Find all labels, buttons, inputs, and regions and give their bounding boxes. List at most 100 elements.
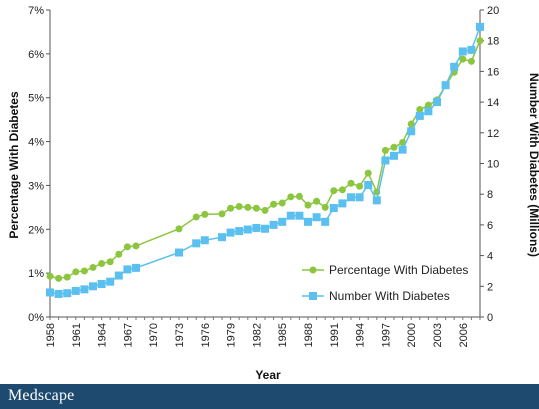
data-point-number xyxy=(54,289,63,298)
data-point-number xyxy=(295,211,304,220)
data-point-number xyxy=(347,193,355,202)
data-point-percentage xyxy=(407,120,415,128)
data-point-percentage xyxy=(278,199,286,207)
y-left-tick-label: 0% xyxy=(28,312,44,324)
legend-item-number: Number With Diabetes xyxy=(302,289,450,303)
data-point-number xyxy=(458,47,467,56)
data-point-number xyxy=(278,217,287,226)
data-point-number xyxy=(71,286,80,295)
y-right-tick-label: 20 xyxy=(487,5,499,17)
y-right-tick-label: 18 xyxy=(487,36,499,48)
data-point-number xyxy=(467,45,476,54)
legend: Percentage With Diabetes Number With Dia… xyxy=(302,263,468,303)
data-point-number xyxy=(269,220,278,229)
y-left-tick-label: 5% xyxy=(28,93,44,105)
data-point-percentage xyxy=(55,274,63,282)
data-point-number xyxy=(364,180,373,189)
data-point-number xyxy=(304,217,312,226)
x-tick-label: 1958 xyxy=(45,323,57,347)
y-right-tick-label: 6 xyxy=(487,220,493,232)
y-right-tick-label: 2 xyxy=(487,281,493,293)
data-point-number xyxy=(312,213,321,222)
footer-bar: Medscape xyxy=(0,384,539,409)
y-left-tick-label: 1% xyxy=(28,268,44,280)
data-point-percentage xyxy=(321,203,329,211)
data-point-number xyxy=(441,81,450,90)
data-point-percentage xyxy=(63,273,71,281)
data-point-percentage xyxy=(459,55,467,63)
data-point-number xyxy=(329,204,338,213)
data-point-number xyxy=(80,285,89,294)
data-point-percentage xyxy=(476,37,484,45)
y-left-tick-label: 4% xyxy=(28,137,44,149)
y-right-tick-label: 14 xyxy=(487,97,499,109)
y-right-tick-label: 0 xyxy=(487,312,493,324)
legend-marker-circle xyxy=(309,266,317,274)
data-point-percentage xyxy=(416,106,424,114)
y-left-tick-label: 7% xyxy=(28,5,44,17)
data-point-percentage xyxy=(347,179,355,187)
data-point-percentage xyxy=(46,272,54,280)
data-point-number xyxy=(63,289,72,298)
y-right-tick-label: 8 xyxy=(487,189,493,201)
y-left-tick-label: 6% xyxy=(28,49,44,61)
data-point-percentage xyxy=(98,259,106,267)
series-line-percentage xyxy=(49,40,481,280)
data-point-number xyxy=(235,227,244,236)
data-point-number xyxy=(415,111,424,120)
data-point-percentage xyxy=(295,192,303,200)
x-tick-label: 1973 xyxy=(174,323,186,347)
data-point-percentage xyxy=(424,101,432,109)
data-point-percentage xyxy=(227,204,235,212)
data-point-number xyxy=(476,22,484,31)
data-point-percentage xyxy=(89,263,97,271)
data-point-number xyxy=(175,248,183,257)
legend-label-percentage: Percentage With Diabetes xyxy=(329,263,468,277)
data-point-percentage xyxy=(123,243,131,251)
x-tick-label: 1988 xyxy=(303,323,315,347)
data-point-number xyxy=(390,151,398,160)
data-point-percentage xyxy=(304,201,312,209)
data-point-number xyxy=(355,193,364,202)
data-point-number xyxy=(372,196,381,205)
data-point-percentage xyxy=(364,169,372,177)
data-point-percentage xyxy=(330,187,338,195)
y-right-tick-label: 4 xyxy=(487,251,493,263)
x-tick-label: 1967 xyxy=(122,323,134,347)
x-axis-title: Year xyxy=(255,368,281,382)
x-tick-label: 2000 xyxy=(406,323,418,347)
x-tick-label: 1964 xyxy=(97,323,109,347)
data-point-percentage xyxy=(244,203,252,211)
chart: 0% 1% 2% 3% 4% 5% 6% 7% 0 2 4 6 8 10 12 14 16 18 20 1958 196… xyxy=(7,5,539,382)
data-point-number xyxy=(97,279,106,288)
data-point-percentage xyxy=(132,242,140,250)
data-point-number xyxy=(89,282,97,291)
data-point-percentage xyxy=(192,213,200,221)
legend-marker-square xyxy=(309,292,317,300)
data-point-percentage xyxy=(115,250,123,258)
x-tick-label: 1991 xyxy=(329,323,341,347)
data-point-number xyxy=(123,265,132,274)
x-tick-label: 1970 xyxy=(148,323,160,347)
medscape-logo: Medscape xyxy=(8,387,75,404)
data-point-number xyxy=(46,288,54,297)
data-point-percentage xyxy=(270,200,278,208)
data-point-number xyxy=(114,271,123,280)
x-tick-label: 1979 xyxy=(226,323,238,347)
data-point-percentage xyxy=(287,193,295,201)
data-point-percentage xyxy=(390,143,398,151)
y-right-tick-label: 12 xyxy=(487,128,499,140)
x-tick-label: 1961 xyxy=(71,323,83,347)
data-point-number xyxy=(226,228,235,237)
data-point-percentage xyxy=(72,268,80,276)
x-tick-label: 1994 xyxy=(355,323,367,347)
data-point-percentage xyxy=(235,202,243,210)
data-point-number xyxy=(243,225,252,234)
y-right-tick-label: 10 xyxy=(487,159,499,171)
data-point-percentage xyxy=(356,182,364,190)
data-point-number xyxy=(433,98,441,107)
x-tick-label: 1982 xyxy=(251,323,263,347)
x-tick-label: 1997 xyxy=(380,323,392,347)
data-point-number xyxy=(200,236,209,245)
data-point-number xyxy=(450,62,459,71)
